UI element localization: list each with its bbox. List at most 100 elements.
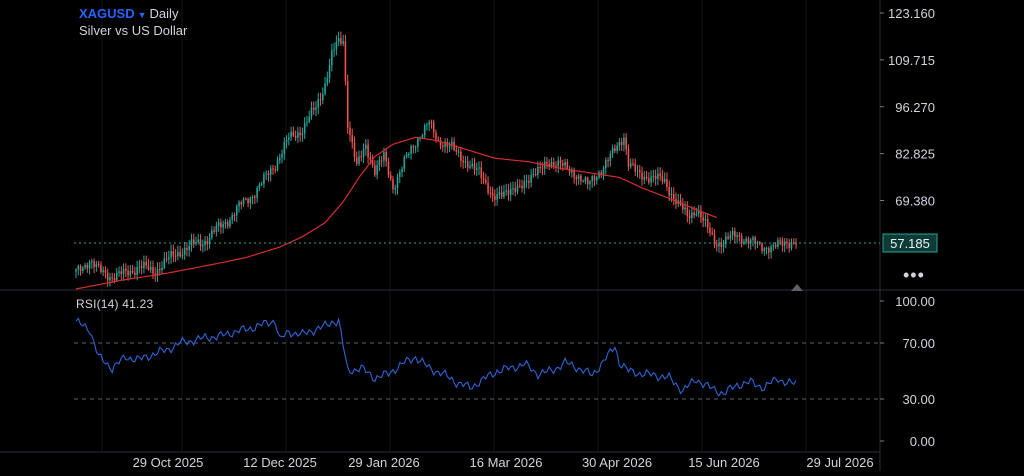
moving-average-line <box>75 136 718 290</box>
candle-body <box>661 175 664 182</box>
candle-body <box>530 174 532 183</box>
candle-body <box>385 152 387 162</box>
candle-body <box>577 175 580 180</box>
candle-body <box>593 176 596 181</box>
candle-body <box>442 146 444 148</box>
candle-body <box>181 254 184 257</box>
candle-body <box>682 204 684 210</box>
candle-body <box>552 162 555 166</box>
candle-body <box>600 172 603 176</box>
price-tick-label: 69.380 <box>895 194 935 209</box>
candle-body <box>414 146 417 148</box>
candle-body <box>111 277 114 279</box>
candle-body <box>584 177 587 182</box>
candle-body <box>627 149 630 167</box>
symbol-header[interactable]: XAGUSD ▼ Daily <box>79 6 178 23</box>
candle-body <box>95 263 98 268</box>
candle-body <box>786 241 788 243</box>
candle-body <box>109 277 111 281</box>
time-tick-label: 29 Jul 2026 <box>806 455 873 470</box>
rsi-tick-label: 70.00 <box>902 336 935 351</box>
timeframe-label[interactable]: Daily <box>149 6 179 21</box>
candle-body <box>306 121 308 124</box>
candle-body <box>147 265 150 270</box>
candle-body <box>174 255 177 257</box>
candle-body <box>290 131 292 138</box>
current-price-label-bg <box>882 233 938 253</box>
candle-body <box>462 160 464 163</box>
candle-body <box>471 163 474 167</box>
candle-body <box>645 176 648 179</box>
candle-body <box>190 239 193 246</box>
candle-body <box>192 239 195 244</box>
candle-body <box>183 248 186 255</box>
candle-body <box>344 41 347 81</box>
candle-body <box>238 202 240 207</box>
candle-body <box>713 234 716 245</box>
candle-body <box>158 268 161 271</box>
candle-body <box>720 242 723 248</box>
candle-body <box>129 270 132 276</box>
candle-body <box>512 188 514 190</box>
candle-body <box>294 135 297 138</box>
candle-body <box>749 239 752 244</box>
candle-body <box>795 242 797 245</box>
candle-body <box>120 271 123 275</box>
rsi-legend[interactable]: RSI(14) 41.23 <box>76 297 153 311</box>
candle-body <box>324 83 326 94</box>
candle-body <box>383 152 385 161</box>
candle-body <box>485 179 487 183</box>
candle-body <box>317 99 320 108</box>
candle-body <box>722 244 725 248</box>
candle-body <box>242 198 245 205</box>
candle-body <box>435 132 437 140</box>
candle-body <box>430 121 433 123</box>
candle-body <box>260 184 263 186</box>
candle-body <box>539 166 541 168</box>
rsi-tick-label: 30.00 <box>902 392 935 407</box>
candle-body <box>276 160 279 171</box>
candle-body <box>609 153 612 161</box>
candle-body <box>380 160 383 162</box>
candle-body <box>168 257 170 260</box>
candle-body <box>378 160 381 166</box>
candle-body <box>568 168 571 173</box>
candle-body <box>482 178 485 180</box>
candle-body <box>312 107 315 110</box>
candle-body <box>505 190 507 192</box>
candle-body <box>231 214 234 220</box>
price-tick-label: 96.270 <box>895 100 935 115</box>
candle-body <box>102 270 104 272</box>
candle-body <box>401 168 403 173</box>
candle-body <box>521 185 523 189</box>
more-options-icon[interactable]: ••• <box>903 265 925 285</box>
candle-body <box>444 141 446 147</box>
candle-body <box>693 212 695 216</box>
candle-body <box>319 99 322 101</box>
candle-body <box>326 78 329 84</box>
candle-body <box>251 196 254 198</box>
current-price-label: 57.185 <box>890 236 930 251</box>
candle-body <box>75 269 77 272</box>
candle-body <box>365 144 367 150</box>
candle-body <box>410 146 412 155</box>
candle-body <box>774 244 777 247</box>
candle-body <box>256 188 258 198</box>
time-tick-label: 12 Dec 2025 <box>243 455 317 470</box>
candle-body <box>638 170 641 173</box>
chevron-down-icon[interactable]: ▼ <box>137 10 147 20</box>
symbol-name[interactable]: XAGUSD <box>79 6 135 21</box>
candle-body <box>772 244 775 247</box>
candle-body <box>702 217 704 221</box>
candle-body <box>226 222 229 227</box>
candle-body <box>247 198 249 204</box>
candle-body <box>654 175 657 180</box>
candle-body <box>580 175 582 182</box>
candle-body <box>500 192 503 197</box>
candle-body <box>308 116 310 122</box>
candle-body <box>616 145 618 152</box>
candle-body <box>299 132 301 136</box>
candle-body <box>605 160 607 169</box>
